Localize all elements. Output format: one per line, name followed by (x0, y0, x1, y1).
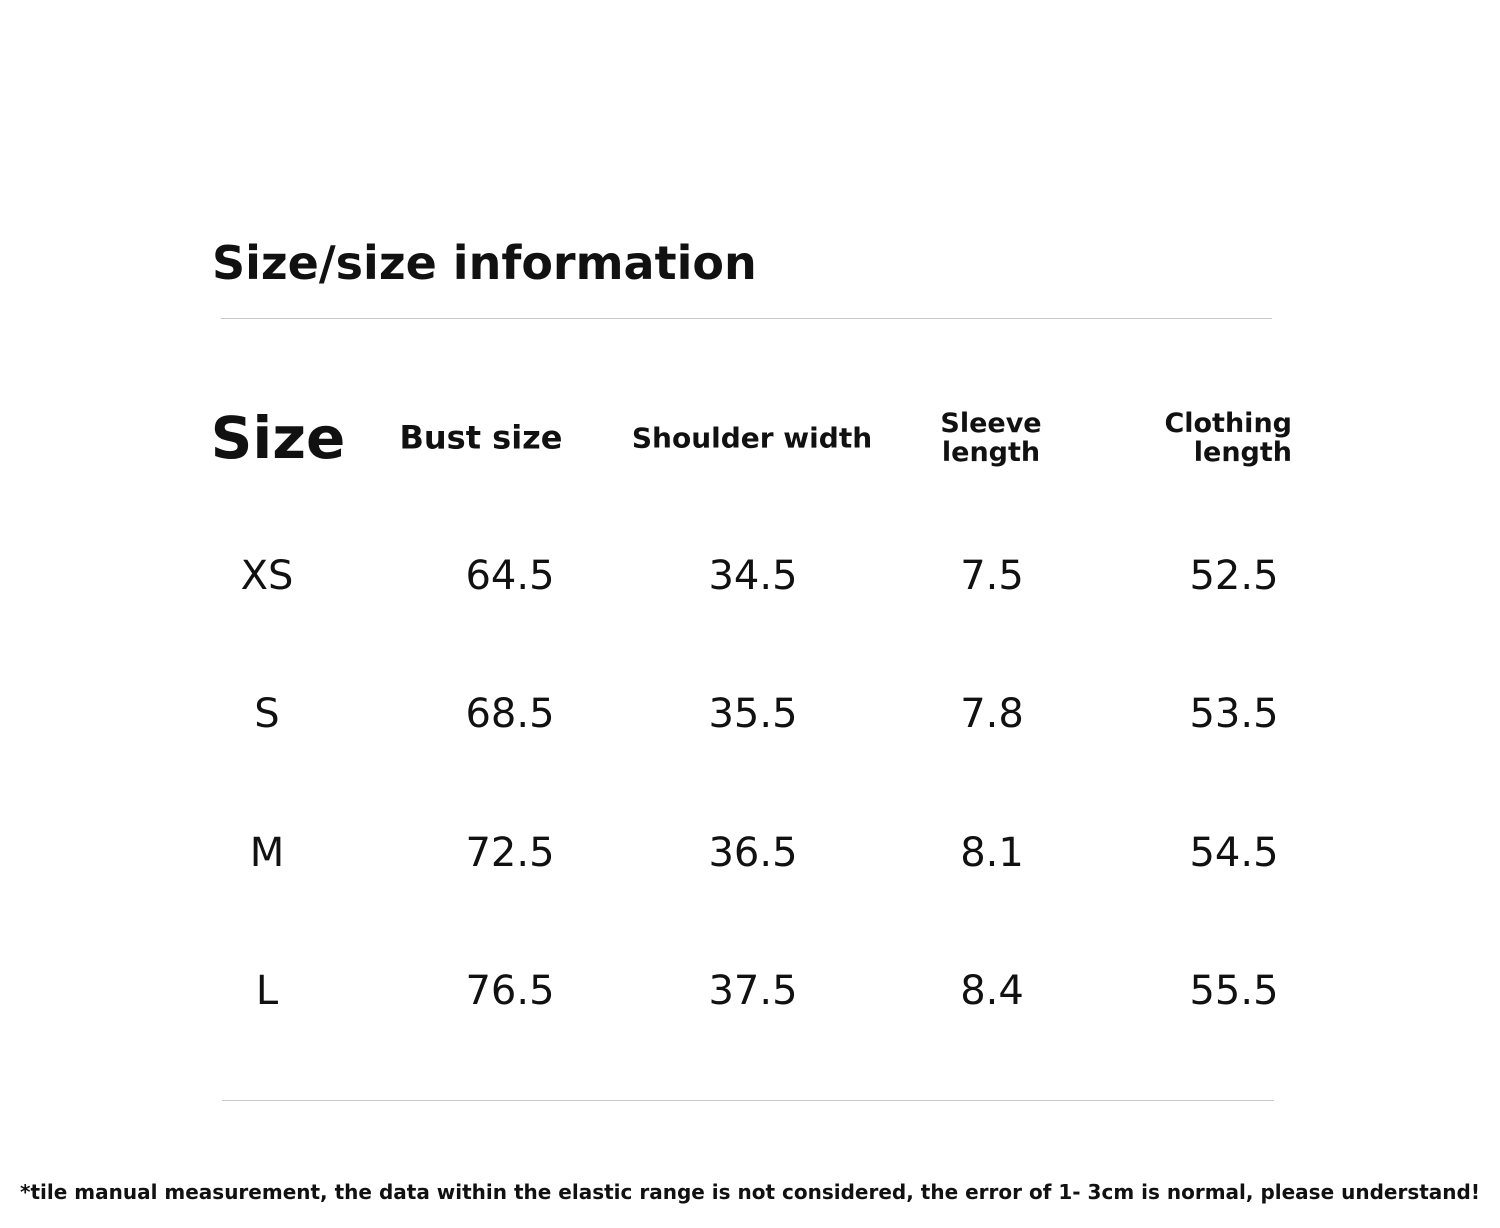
column-header: Size (210, 404, 346, 472)
table-cell: 54.5 (1189, 830, 1279, 876)
table-cell: 52.5 (1189, 553, 1279, 599)
table-cell: 8.1 (960, 830, 1024, 876)
table-cell: 68.5 (465, 691, 555, 737)
divider (221, 318, 1272, 319)
size-label: S (254, 691, 280, 737)
size-label: XS (240, 553, 294, 599)
column-header: Clothing length (1164, 408, 1292, 468)
column-header: Bust size (399, 418, 563, 457)
size-label: L (255, 968, 279, 1014)
table-cell: 7.5 (960, 553, 1024, 599)
size-label: M (249, 830, 285, 876)
table-cell: 37.5 (708, 968, 798, 1014)
column-header: Sleeve length (940, 408, 1042, 468)
table-cell: 7.8 (960, 691, 1024, 737)
table-cell: 64.5 (465, 553, 555, 599)
table-cell: 36.5 (708, 830, 798, 876)
table-cell: 34.5 (708, 553, 798, 599)
divider (222, 1100, 1274, 1101)
column-header: Shoulder width (631, 421, 873, 455)
table-cell: 35.5 (708, 691, 798, 737)
footnote: *tile manual measurement, the data withi… (20, 1180, 1480, 1204)
table-cell: 53.5 (1189, 691, 1279, 737)
table-cell: 72.5 (465, 830, 555, 876)
table-cell: 8.4 (960, 968, 1024, 1014)
table-cell: 55.5 (1189, 968, 1279, 1014)
table-cell: 76.5 (465, 968, 555, 1014)
title: Size/size information (212, 236, 757, 290)
